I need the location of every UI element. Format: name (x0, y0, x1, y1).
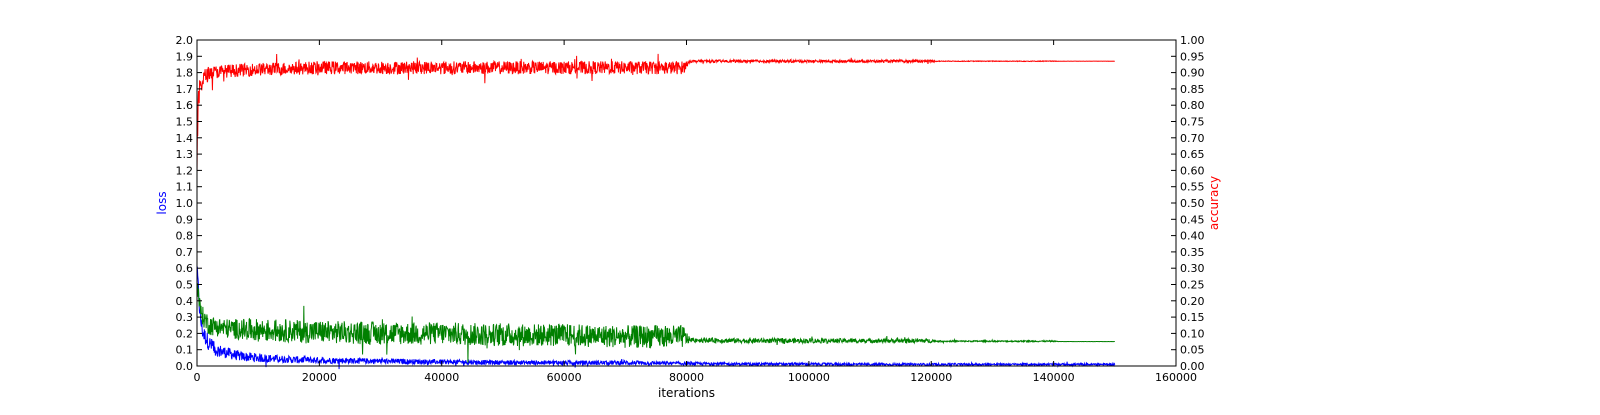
x-axis-label: iterations (658, 386, 715, 400)
x-tick-label: 40000 (424, 371, 459, 384)
right-y-tick-label: 0.45 (1180, 213, 1205, 226)
right-y-tick-label: 0.30 (1180, 262, 1205, 275)
right-y-tick-label: 0.80 (1180, 99, 1205, 112)
right-y-tick-label: 0.90 (1180, 67, 1205, 80)
left-y-tick-label: 0.4 (176, 295, 194, 308)
x-tick-label: 160000 (1155, 371, 1197, 384)
plot-area-frame (196, 39, 1177, 367)
series-line-0 (196, 266, 1116, 370)
left-y-tick-label: 0.1 (176, 344, 194, 357)
right-y-tick-label: 0.75 (1180, 116, 1205, 129)
right-y-tick-label: 0.20 (1180, 295, 1205, 308)
right-y-tick-label: 0.55 (1180, 181, 1205, 194)
right-y-tick-label: 0.00 (1180, 360, 1205, 373)
left-y-tick-label: 0.3 (176, 311, 194, 324)
left-y-axis-label: loss (155, 191, 169, 214)
left-y-tick-label: 1.1 (176, 181, 194, 194)
x-tick-label: 120000 (910, 371, 952, 384)
left-y-tick-label: 2.0 (176, 34, 194, 47)
left-y-tick-label: 1.8 (176, 67, 194, 80)
left-y-tick-label: 0.2 (176, 327, 194, 340)
right-y-axis-label: accuracy (1207, 176, 1221, 230)
x-tick-label: 140000 (1033, 371, 1075, 384)
left-y-tick-label: 0.5 (176, 279, 194, 292)
left-y-tick-label: 0.7 (176, 246, 194, 259)
left-y-tick-label: 0.6 (176, 262, 194, 275)
left-y-tick-label: 0.9 (176, 213, 194, 226)
left-y-tick-label: 0.0 (176, 360, 194, 373)
right-y-tick-label: 0.05 (1180, 344, 1205, 357)
right-y-tick-label: 0.35 (1180, 246, 1205, 259)
right-y-tick-label: 0.65 (1180, 148, 1205, 161)
right-y-tick-label: 0.85 (1180, 83, 1205, 96)
right-y-tick-label: 0.95 (1180, 50, 1205, 63)
left-y-tick-label: 1.6 (176, 99, 194, 112)
x-tick-label: 60000 (547, 371, 582, 384)
series-layer (196, 53, 1116, 370)
x-tick-label: 0 (194, 371, 201, 384)
tick-layer: 0 20000 40000 60000 80000 100000 120000 140000 1… (176, 34, 1205, 384)
right-y-tick-label: 0.50 (1180, 197, 1205, 210)
right-y-tick-label: 0.60 (1180, 164, 1205, 177)
x-tick-label: 100000 (788, 371, 830, 384)
left-y-tick-label: 0.8 (176, 230, 194, 243)
right-y-tick-label: 0.10 (1180, 327, 1205, 340)
left-y-tick-label: 1.3 (176, 148, 194, 161)
left-y-tick-label: 1.4 (176, 132, 194, 145)
right-y-tick-label: 0.40 (1180, 230, 1205, 243)
left-y-tick-label: 1.5 (176, 116, 194, 129)
right-y-tick-label: 0.25 (1180, 279, 1205, 292)
series-line-1 (196, 283, 1115, 363)
series-line-2 (196, 53, 1115, 174)
left-y-tick-label: 1.2 (176, 164, 194, 177)
right-y-tick-label: 0.15 (1180, 311, 1205, 324)
right-y-tick-label: 0.70 (1180, 132, 1205, 145)
left-y-tick-label: 1.7 (176, 83, 194, 96)
x-tick-label: 20000 (302, 371, 337, 384)
x-tick-label: 80000 (669, 371, 704, 384)
left-y-tick-label: 1.0 (176, 197, 194, 210)
right-y-tick-label: 1.00 (1180, 34, 1205, 47)
left-y-tick-label: 1.9 (176, 50, 194, 63)
